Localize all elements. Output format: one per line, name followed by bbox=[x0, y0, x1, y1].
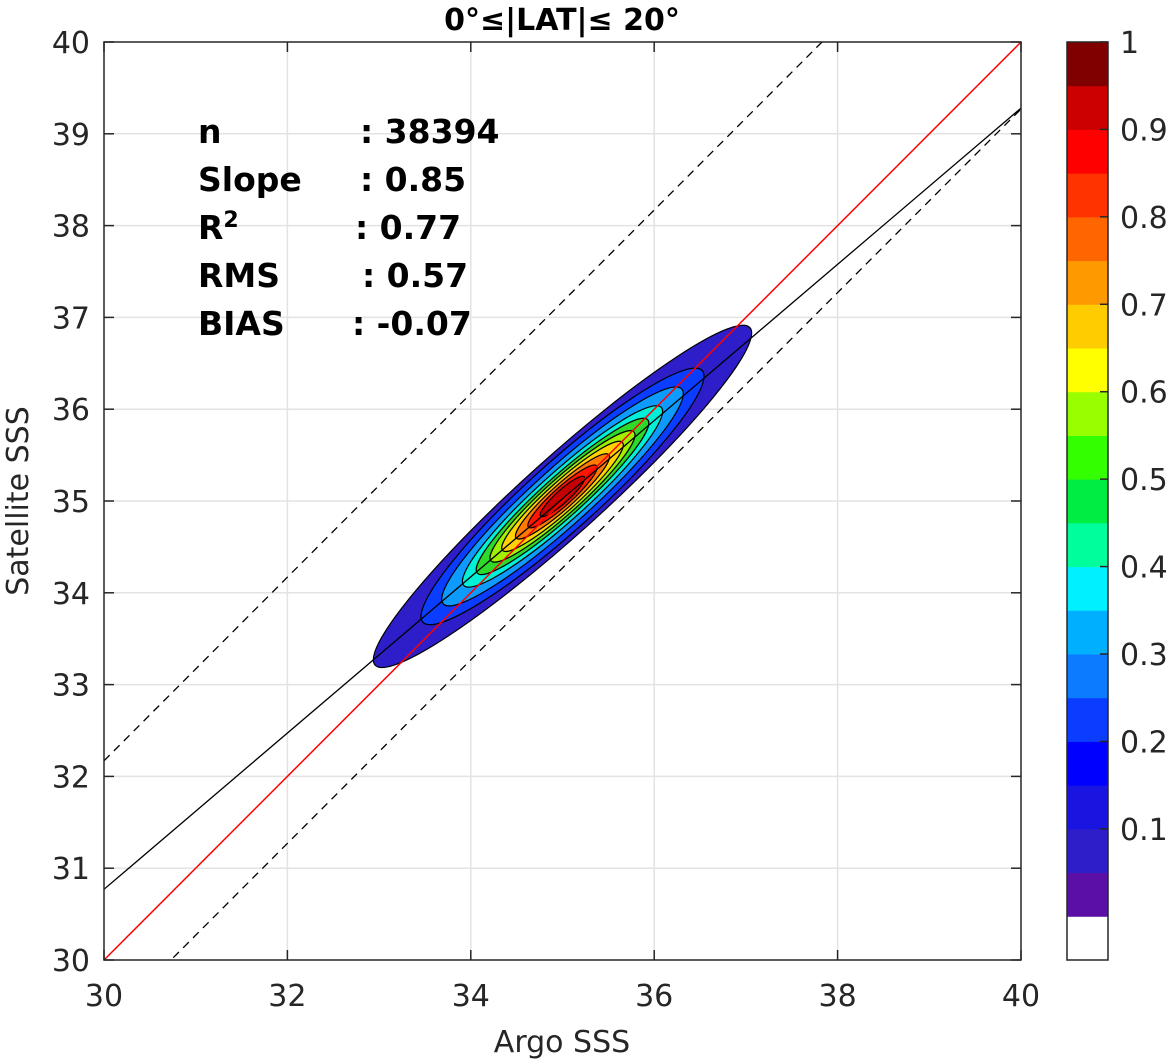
stat-label: RMS bbox=[198, 256, 280, 295]
axis-ticks: 30 32 34 36 38 40 30 31 32 33 34 35 36 37 38 39 40 bbox=[52, 26, 1040, 1014]
colorbar-tick-label: 0.8 bbox=[1120, 201, 1168, 236]
colorbar-tick-label: 0.4 bbox=[1120, 551, 1168, 586]
y-tick-label: 30 bbox=[52, 944, 90, 979]
colorbar-swatch bbox=[1067, 610, 1108, 655]
colorbar-tick-label: 0.1 bbox=[1120, 813, 1168, 848]
x-axis-label: Argo SSS bbox=[494, 1025, 630, 1060]
colorbar-swatch bbox=[1067, 522, 1108, 568]
colorbar-swatch bbox=[1067, 391, 1108, 436]
colorbar-swatch bbox=[1067, 348, 1108, 393]
x-tick-label: 32 bbox=[268, 979, 306, 1014]
colorbar-swatch bbox=[1067, 260, 1108, 305]
colorbar-swatch bbox=[1067, 216, 1108, 262]
stat-label: R2 bbox=[198, 208, 239, 247]
colorbar-swatch bbox=[1067, 566, 1108, 611]
y-axis-label: Satellite SSS bbox=[1, 406, 36, 596]
fit-line bbox=[104, 107, 1021, 890]
colorbar-tick-label: 0.9 bbox=[1120, 113, 1168, 148]
colorbar-swatch bbox=[1067, 828, 1108, 874]
colorbar-swatch bbox=[1067, 435, 1108, 480]
colorbar: 0.1 0.2 0.3 0.4 0.5 0.6 0.7 0.8 0.9 1 bbox=[1066, 26, 1168, 961]
x-tick-label: 40 bbox=[1002, 979, 1040, 1014]
stat-label: n bbox=[198, 112, 222, 151]
y-tick-label: 39 bbox=[52, 118, 90, 153]
lower-bound-line bbox=[170, 108, 1021, 960]
colorbar-swatch bbox=[1067, 916, 1108, 961]
grid bbox=[104, 42, 1021, 960]
chart-title: 0°≤|LAT|≤ 20° bbox=[444, 3, 680, 38]
colorbar-tick-label: 0.3 bbox=[1120, 638, 1168, 673]
stat-value: : -0.07 bbox=[352, 304, 472, 343]
one-to-one-line bbox=[104, 42, 1021, 960]
stat-value: : 0.77 bbox=[355, 208, 461, 247]
colorbar-swatch bbox=[1067, 785, 1108, 830]
y-tick-label: 35 bbox=[52, 485, 90, 520]
y-tick-label: 38 bbox=[52, 210, 90, 245]
y-tick-label: 34 bbox=[52, 577, 90, 612]
reference-lines bbox=[104, 42, 1021, 960]
colorbar-swatch bbox=[1067, 42, 1108, 87]
stats-box: n : 38394 Slope : 0.85 R2 : 0.77 RMS : 0.57 BIAS… bbox=[198, 112, 500, 343]
upper-bound-line bbox=[104, 42, 823, 762]
colorbar-swatch bbox=[1067, 872, 1108, 917]
y-tick-label: 36 bbox=[52, 393, 90, 428]
y-tick-label: 37 bbox=[52, 301, 90, 336]
colorbar-swatch bbox=[1067, 85, 1108, 130]
colorbar-tick-label: 1 bbox=[1120, 26, 1139, 61]
stat-value: : 0.85 bbox=[360, 160, 466, 199]
colorbar-swatch bbox=[1067, 479, 1108, 524]
y-tick-label: 33 bbox=[52, 669, 90, 704]
colorbar-tick-label: 0.5 bbox=[1120, 463, 1168, 498]
colorbar-swatch bbox=[1067, 129, 1108, 174]
y-tick-label: 32 bbox=[52, 760, 90, 795]
density-level bbox=[539, 475, 586, 518]
colorbar-swatch bbox=[1067, 741, 1108, 786]
colorbar-tick-label: 0.7 bbox=[1120, 288, 1168, 323]
colorbar-swatch bbox=[1067, 173, 1108, 218]
stat-value: : 38394 bbox=[360, 112, 500, 151]
colorbar-frame bbox=[1066, 41, 1109, 961]
x-tick-label: 36 bbox=[635, 979, 673, 1014]
colorbar-swatch bbox=[1067, 654, 1108, 699]
stat-label: BIAS bbox=[198, 304, 285, 343]
x-tick-label: 34 bbox=[452, 979, 490, 1014]
y-tick-label: 40 bbox=[52, 26, 90, 61]
stat-label: Slope bbox=[198, 160, 302, 199]
colorbar-tick-label: 0.6 bbox=[1120, 376, 1168, 411]
colorbar-swatch bbox=[1067, 697, 1108, 742]
colorbar-tick-label: 0.2 bbox=[1120, 725, 1168, 760]
x-tick-label: 30 bbox=[85, 979, 123, 1014]
stat-value: : 0.57 bbox=[362, 256, 468, 295]
x-tick-label: 38 bbox=[819, 979, 857, 1014]
colorbar-swatch bbox=[1067, 304, 1108, 349]
y-tick-label: 31 bbox=[52, 852, 90, 887]
